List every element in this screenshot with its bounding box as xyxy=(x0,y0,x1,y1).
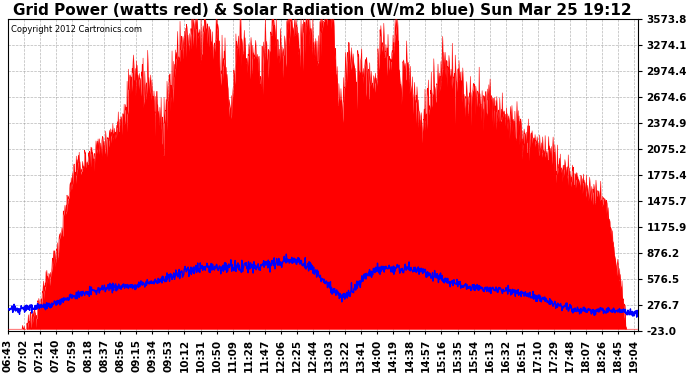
Text: Copyright 2012 Cartronics.com: Copyright 2012 Cartronics.com xyxy=(11,25,142,34)
Title: Grid Power (watts red) & Solar Radiation (W/m2 blue) Sun Mar 25 19:12: Grid Power (watts red) & Solar Radiation… xyxy=(13,3,632,18)
